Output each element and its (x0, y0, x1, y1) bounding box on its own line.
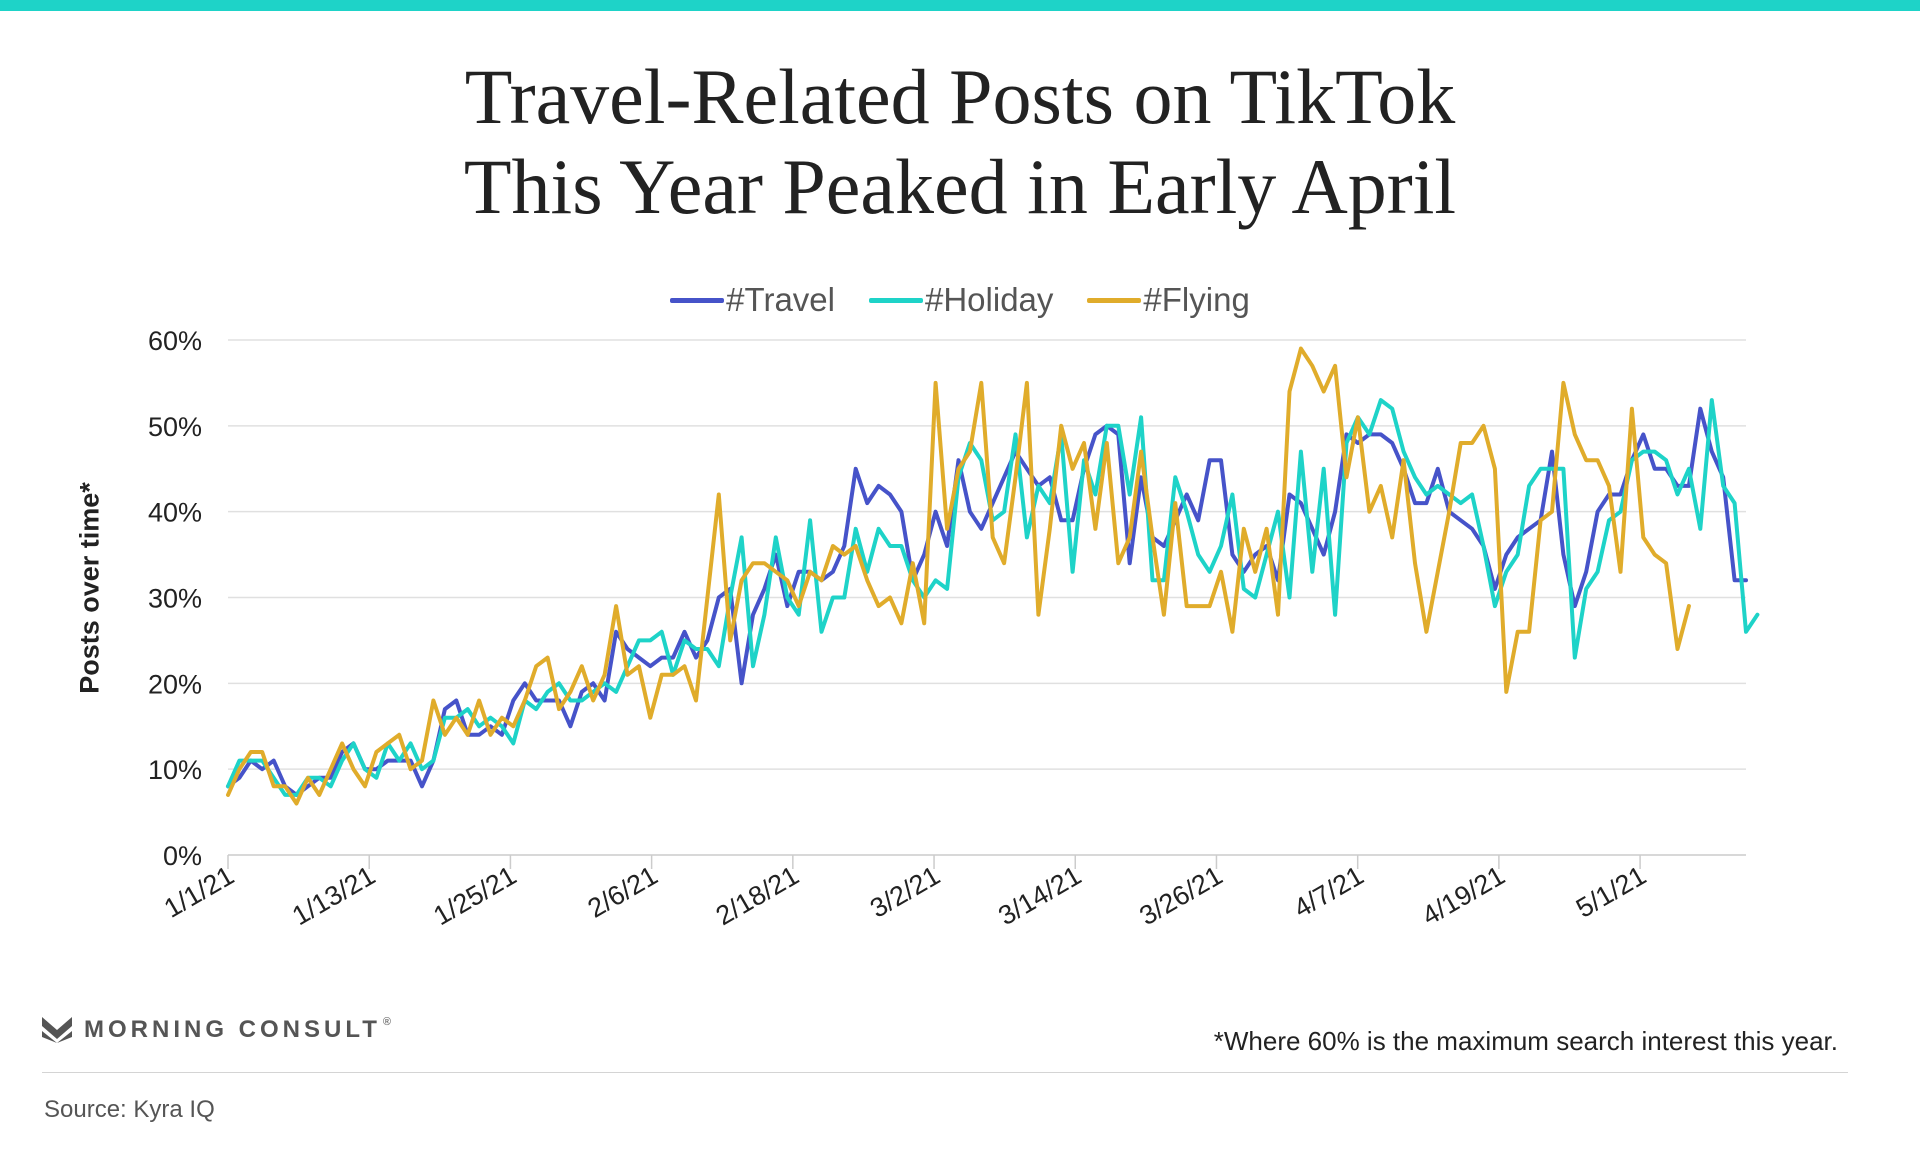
x-tick-label: 4/19/21 (1417, 860, 1510, 931)
footnote: *Where 60% is the maximum search interes… (1213, 1026, 1838, 1056)
line-chart: 0%10%20%30%40%50%60%1/1/21 1/13/21 1/25/21… (148, 326, 1760, 931)
y-tick-label: 30% (148, 584, 202, 614)
chart-title-line-1: Travel-Related Posts on TikTok (464, 53, 1456, 140)
footer-divider (42, 1072, 1848, 1073)
brand-name: MORNING CONSULT ® (84, 1016, 395, 1043)
morning-consult-m-icon (42, 1017, 72, 1043)
x-tick-label: 1/13/21 (287, 860, 380, 931)
legend-label-flying: #Flying (1143, 281, 1250, 318)
y-tick-label: 20% (148, 669, 202, 699)
legend-item-holiday: #Holiday (869, 281, 1053, 319)
x-tick-label: 5/1/21 (1571, 860, 1651, 924)
x-tick-label: 3/14/21 (993, 860, 1086, 931)
chart-title: Travel-Related Posts on TikTok This Year… (0, 52, 1920, 232)
legend-label-holiday: #Holiday (925, 281, 1054, 318)
y-tick-label: 50% (148, 412, 202, 442)
legend-swatch-flying (1087, 297, 1142, 303)
y-tick-label: 60% (148, 326, 202, 356)
x-tick-label: 1/25/21 (428, 860, 521, 931)
x-tick-label: 2/6/21 (583, 860, 663, 924)
chart-title-line-2: This Year Peaked in Early April (463, 143, 1457, 230)
series-line-travel (226, 406, 1748, 797)
source-note: Source: Kyra IQ (44, 1096, 215, 1123)
legend-label-travel: #Travel (726, 281, 835, 318)
x-tick-label: 3/26/21 (1134, 860, 1227, 931)
x-tick-label: 4/7/21 (1289, 860, 1369, 924)
legend-item-flying: #Flying (1087, 281, 1250, 319)
chart-legend: #Travel #Holiday #Flying (0, 278, 1920, 322)
x-tick-label: 3/2/21 (865, 860, 945, 924)
brand-trademark: ® (382, 1016, 395, 1028)
legend-swatch-travel (670, 297, 725, 303)
x-tick-label: 2/18/21 (711, 860, 804, 931)
accent-top-bar (0, 0, 1920, 11)
brand-logo: MORNING CONSULT ® (42, 1016, 395, 1044)
legend-swatch-holiday (869, 297, 923, 303)
y-tick-label: 40% (148, 498, 202, 528)
legend-item-travel: #Travel (670, 281, 835, 319)
y-tick-label: 10% (148, 755, 202, 785)
y-tick-label: 0% (163, 841, 202, 871)
series-line-flying (226, 346, 1691, 806)
